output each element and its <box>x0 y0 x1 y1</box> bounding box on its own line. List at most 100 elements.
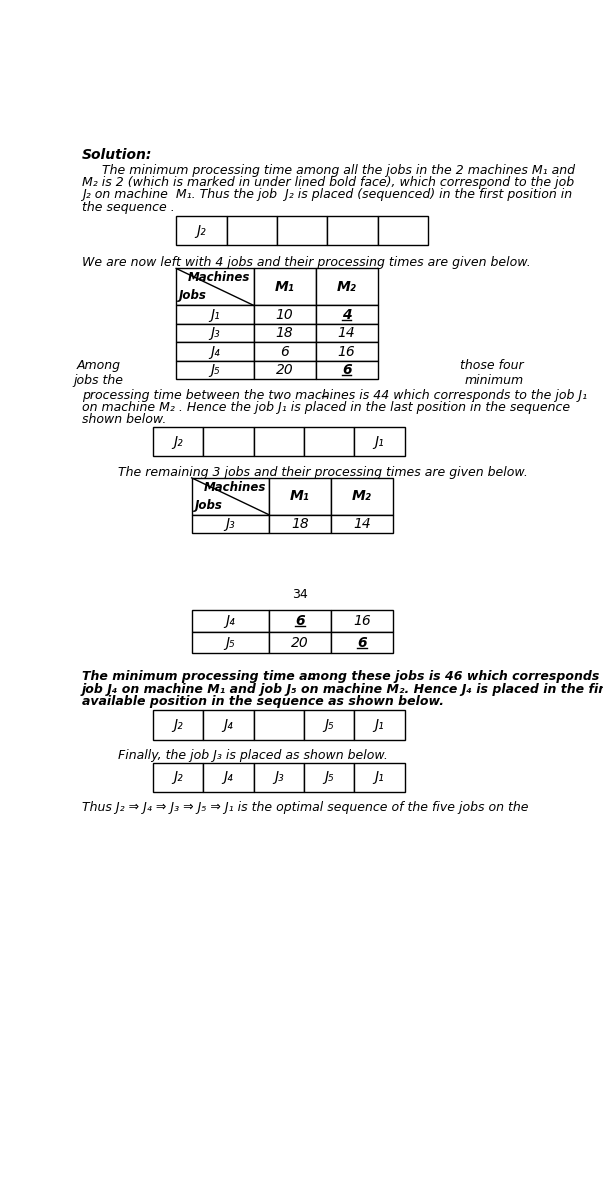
Text: The minimum processing time among these jobs is 46 which corresponds to the: The minimum processing time among these … <box>81 670 603 683</box>
Text: J₅: J₅ <box>226 636 235 649</box>
Text: on machine M₂ . Hence the job J₁ is placed in the last position in the sequence: on machine M₂ . Hence the job J₁ is plac… <box>81 401 570 413</box>
Bar <box>355 762 405 792</box>
Bar <box>269 631 331 654</box>
Text: J₄: J₄ <box>210 345 219 358</box>
Text: J₃: J₃ <box>226 517 235 531</box>
Text: M₁: M₁ <box>275 280 294 293</box>
Bar <box>254 710 304 740</box>
Bar <box>377 216 428 245</box>
Text: M₂ is 2 (which is marked in under lined bold face), which correspond to the job: M₂ is 2 (which is marked in under lined … <box>81 176 573 188</box>
Bar <box>176 269 254 305</box>
Text: Machines: Machines <box>204 481 266 494</box>
Text: M₂: M₂ <box>352 489 372 503</box>
Text: J₅: J₅ <box>210 363 219 377</box>
Bar <box>227 216 277 245</box>
Bar <box>254 324 315 343</box>
Bar <box>153 762 203 792</box>
Bar <box>176 324 254 343</box>
Bar <box>315 324 377 343</box>
Text: those four
minimum: those four minimum <box>459 359 523 388</box>
Text: J₂: J₂ <box>173 719 183 732</box>
Text: J₂: J₂ <box>173 770 183 785</box>
Text: 14: 14 <box>338 326 356 340</box>
Text: 6: 6 <box>358 636 367 649</box>
Text: shown below.: shown below. <box>81 413 166 426</box>
Text: job J₄ on machine M₁ and job J₅ on machine M₂. Hence J₄ is placed in the first: job J₄ on machine M₁ and job J₅ on machi… <box>81 683 603 696</box>
Bar <box>304 710 355 740</box>
Bar <box>269 515 331 534</box>
Bar <box>315 343 377 360</box>
Text: The remaining 3 jobs and their processing times are given below.: The remaining 3 jobs and their processin… <box>118 465 528 478</box>
Bar <box>331 478 393 515</box>
Bar <box>176 360 254 379</box>
Text: 16: 16 <box>353 614 371 628</box>
Bar <box>254 269 315 305</box>
Text: the sequence .: the sequence . <box>81 200 174 213</box>
Text: 10: 10 <box>276 307 294 322</box>
Text: 16: 16 <box>338 345 356 358</box>
Text: J₅: J₅ <box>324 719 334 732</box>
Bar <box>254 343 315 360</box>
Text: Jobs: Jobs <box>195 498 223 511</box>
Bar <box>203 762 254 792</box>
Text: J₂: J₂ <box>197 224 206 238</box>
Text: Finally, the job J₃ is placed as shown below.: Finally, the job J₃ is placed as shown b… <box>118 749 388 762</box>
Bar <box>192 515 269 534</box>
Bar <box>176 305 254 324</box>
Text: 20: 20 <box>291 636 309 649</box>
Bar <box>331 631 393 654</box>
Bar <box>315 360 377 379</box>
Text: Thus J₂ ⇒ J₄ ⇒ J₃ ⇒ J₅ ⇒ J₁ is the optimal sequence of the five jobs on the: Thus J₂ ⇒ J₄ ⇒ J₃ ⇒ J₅ ⇒ J₁ is the optim… <box>81 801 528 814</box>
Text: M₁: M₁ <box>290 489 310 503</box>
Text: J₂ on machine  M₁. Thus the job  J₂ is placed (sequenced) in the first position : J₂ on machine M₁. Thus the job J₂ is pla… <box>81 188 572 201</box>
Bar <box>331 515 393 534</box>
Text: J₄: J₄ <box>224 719 233 732</box>
Text: The minimum processing time among all the jobs in the 2 machines M₁ and: The minimum processing time among all th… <box>81 164 575 177</box>
Text: Jobs: Jobs <box>179 290 207 303</box>
Text: J₅: J₅ <box>324 770 334 785</box>
Text: 18: 18 <box>276 326 294 340</box>
Bar <box>153 428 203 456</box>
Bar <box>176 343 254 360</box>
Bar <box>254 428 304 456</box>
Text: Among
jobs the: Among jobs the <box>74 359 124 388</box>
Text: J₁: J₁ <box>374 435 385 449</box>
Text: J₁: J₁ <box>210 307 219 322</box>
Text: 6: 6 <box>280 345 289 358</box>
Bar <box>304 428 355 456</box>
Text: We are now left with 4 jobs and their processing times are given below.: We are now left with 4 jobs and their pr… <box>81 256 530 269</box>
Bar <box>269 610 331 631</box>
Text: 18: 18 <box>291 517 309 531</box>
Text: 4: 4 <box>342 307 352 322</box>
Text: M₂: M₂ <box>336 280 356 293</box>
Text: 6: 6 <box>342 363 352 377</box>
Text: 34: 34 <box>292 588 308 602</box>
Bar <box>315 269 377 305</box>
Bar <box>203 428 254 456</box>
Bar <box>254 360 315 379</box>
Bar <box>254 305 315 324</box>
Text: J₄: J₄ <box>224 770 233 785</box>
Bar <box>331 610 393 631</box>
Bar <box>315 305 377 324</box>
Bar <box>203 710 254 740</box>
Bar <box>327 216 377 245</box>
Text: 20: 20 <box>276 363 294 377</box>
Text: available position in the sequence as shown below.: available position in the sequence as sh… <box>81 695 444 708</box>
Bar <box>254 762 304 792</box>
Text: J₃: J₃ <box>210 326 219 340</box>
Text: 14: 14 <box>353 517 371 531</box>
Text: J₁: J₁ <box>374 770 385 785</box>
Text: Solution:: Solution: <box>81 147 152 161</box>
Text: processing time between the two machines is 44 which corresponds to the job J₁: processing time between the two machines… <box>81 389 587 402</box>
Text: J₃: J₃ <box>274 770 283 785</box>
Bar <box>192 631 269 654</box>
Bar <box>355 428 405 456</box>
Bar <box>192 478 269 515</box>
Bar <box>304 762 355 792</box>
Text: Machines: Machines <box>188 271 250 285</box>
Text: 6: 6 <box>295 614 305 628</box>
Bar <box>269 478 331 515</box>
Bar <box>153 710 203 740</box>
Text: J₁: J₁ <box>374 719 385 732</box>
